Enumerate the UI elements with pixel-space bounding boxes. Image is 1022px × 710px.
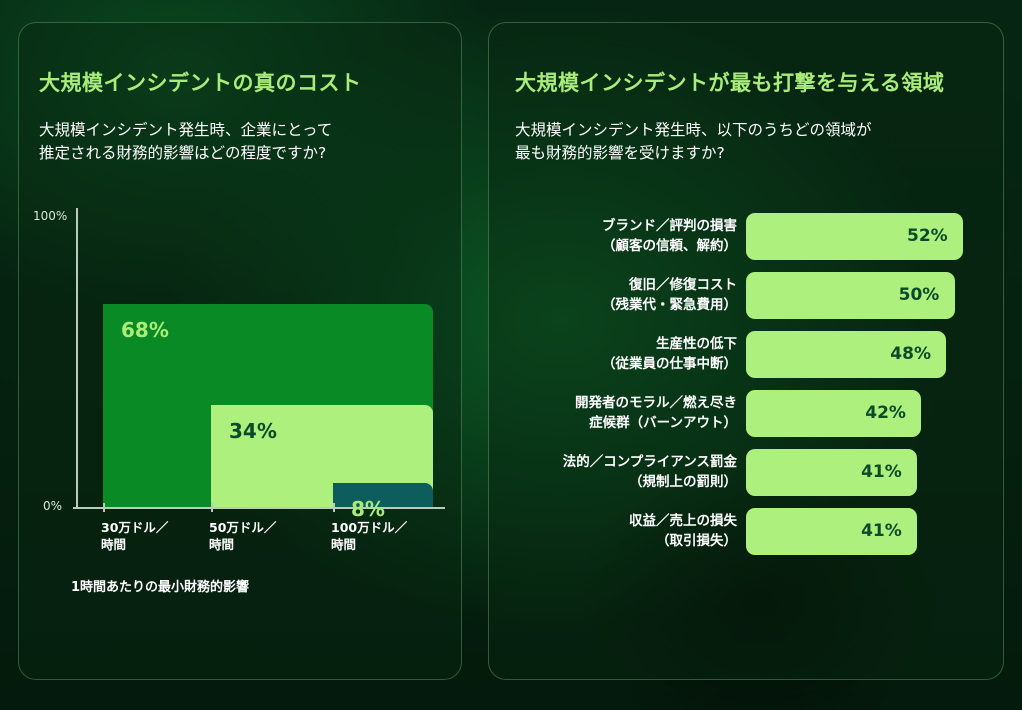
impact-category-label: 法的／コンプライアンス罰金 （規制上の罰則） [562,454,737,490]
x-tick-mark-1 [103,503,105,512]
left-panel-subtitle: 大規模インシデント発生時、企業にとって 推定される財務的影響はどの程度ですか? [39,121,333,162]
impact-category-label: 復旧／修復コスト （残業代・緊急費用） [602,277,737,313]
left-panel: 大規模インシデントの真のコスト 大規模インシデント発生時、企業にとって 推定され… [18,22,462,680]
impact-row: 収益／売上の損失 （取引損失） 41% [489,508,1005,558]
impact-category-label: 生産性の低下 （従業員の仕事中断） [602,336,737,372]
impact-bar [746,390,922,437]
x-tick-mark-3 [333,503,335,512]
impact-value-label: 50% [898,285,940,305]
impact-value-label: 41% [861,521,902,541]
impact-bar [746,508,918,555]
impact-row: 生産性の低下 （従業員の仕事中断） 48% [489,331,1005,381]
y-tick-label-bottom: 0% [43,499,63,513]
impact-row: 法的／コンプライアンス罰金 （規制上の罰則） 41% [489,449,1005,499]
impact-category-label: ブランド／評判の損害 （顧客の信頼、解約） [602,218,737,254]
x-axis-line [73,507,445,509]
right-panel-subtitle: 大規模インシデント発生時、以下のうちどの領域が 最も財務的影響を受けますか? [515,121,872,162]
y-axis-line [76,208,78,508]
bar-value-label-3: 8% [351,497,385,522]
x-tick-label-1: 30万ドル／ 時間 [101,520,169,552]
x-tick-mark-2 [211,503,213,512]
impact-category-label: 収益／売上の損失 （取引損失） [629,513,737,549]
x-tick-label-3: 100万ドル／ 時間 [331,520,408,552]
impact-row: 復旧／修復コスト （残業代・緊急費用） 50% [489,272,1005,322]
impact-category-label: 開発者のモラル／燃え尽き 症候群（バーンアウト） [575,395,737,431]
impact-row: 開発者のモラル／燃え尽き 症候群（バーンアウト） 42% [489,390,1005,440]
x-axis-caption: 1時間あたりの最小財務的影響 [71,580,250,595]
bar-value-label-1: 68% [121,317,169,342]
impact-bar [746,272,955,319]
left-panel-title: 大規模インシデントの真のコスト [39,71,362,95]
bar-value-label-2: 34% [229,419,277,444]
impact-value-label: 48% [890,344,931,364]
impact-bar [746,213,963,260]
impact-value-label: 52% [907,226,948,246]
impact-bar [746,331,947,378]
impact-value-label: 42% [865,403,906,423]
y-tick-label-top: 100% [33,209,68,223]
impact-value-label: 41% [861,462,902,482]
bar-3 [333,483,433,507]
impact-row: ブランド／評判の損害 （顧客の信頼、解約） 52% [489,213,1005,263]
right-panel: 大規模インシデントが最も打撃を与える領域 大規模インシデント発生時、以下のうちど… [488,22,1004,680]
right-panel-title: 大規模インシデントが最も打撃を与える領域 [515,71,945,95]
x-tick-label-2: 50万ドル／ 時間 [209,520,277,552]
impact-bar [746,449,918,496]
